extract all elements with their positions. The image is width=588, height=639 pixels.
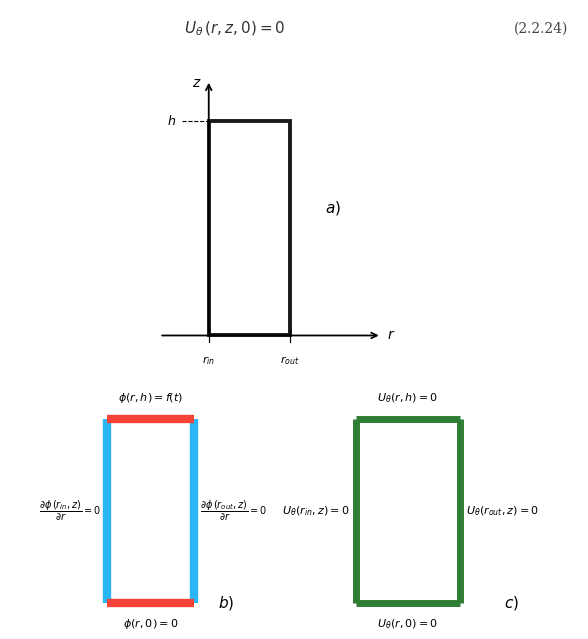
Text: $h$: $h$ <box>167 114 176 128</box>
Text: $r$: $r$ <box>386 328 395 343</box>
Text: $a)$: $a)$ <box>325 199 340 217</box>
Text: $r_{in}$: $r_{in}$ <box>202 355 215 367</box>
Text: $U_{\theta}(r,h) = 0$: $U_{\theta}(r,h) = 0$ <box>377 392 439 405</box>
Text: $\dfrac{\partial\phi\,(r_{in},z)}{\partial r} = 0$: $\dfrac{\partial\phi\,(r_{in},z)}{\parti… <box>39 499 101 523</box>
Text: $c)$: $c)$ <box>504 594 519 612</box>
Text: $b)$: $b)$ <box>218 594 234 612</box>
Bar <box>209 121 290 335</box>
Text: $\phi(r,h) = f(t)$: $\phi(r,h) = f(t)$ <box>118 391 183 405</box>
Text: $U_{\theta}(r,0) = 0$: $U_{\theta}(r,0) = 0$ <box>377 617 439 631</box>
Text: $\phi(r,0) = 0$: $\phi(r,0) = 0$ <box>123 617 178 631</box>
Text: $r_{out}$: $r_{out}$ <box>280 355 300 367</box>
Text: $z$: $z$ <box>192 76 201 90</box>
Text: (2.2.24): (2.2.24) <box>514 22 568 36</box>
Text: $\dfrac{\partial\phi\,(r_{out},z)}{\partial r} = 0$: $\dfrac{\partial\phi\,(r_{out},z)}{\part… <box>200 499 267 523</box>
Text: $U_{\theta}(r_{out},z) = 0$: $U_{\theta}(r_{out},z) = 0$ <box>466 504 539 518</box>
Text: $U_{\theta}\,(r,z,0) = 0$: $U_{\theta}\,(r,z,0) = 0$ <box>185 20 286 38</box>
Text: $U_{\theta}(r_{in},z) = 0$: $U_{\theta}(r_{in},z) = 0$ <box>282 504 350 518</box>
